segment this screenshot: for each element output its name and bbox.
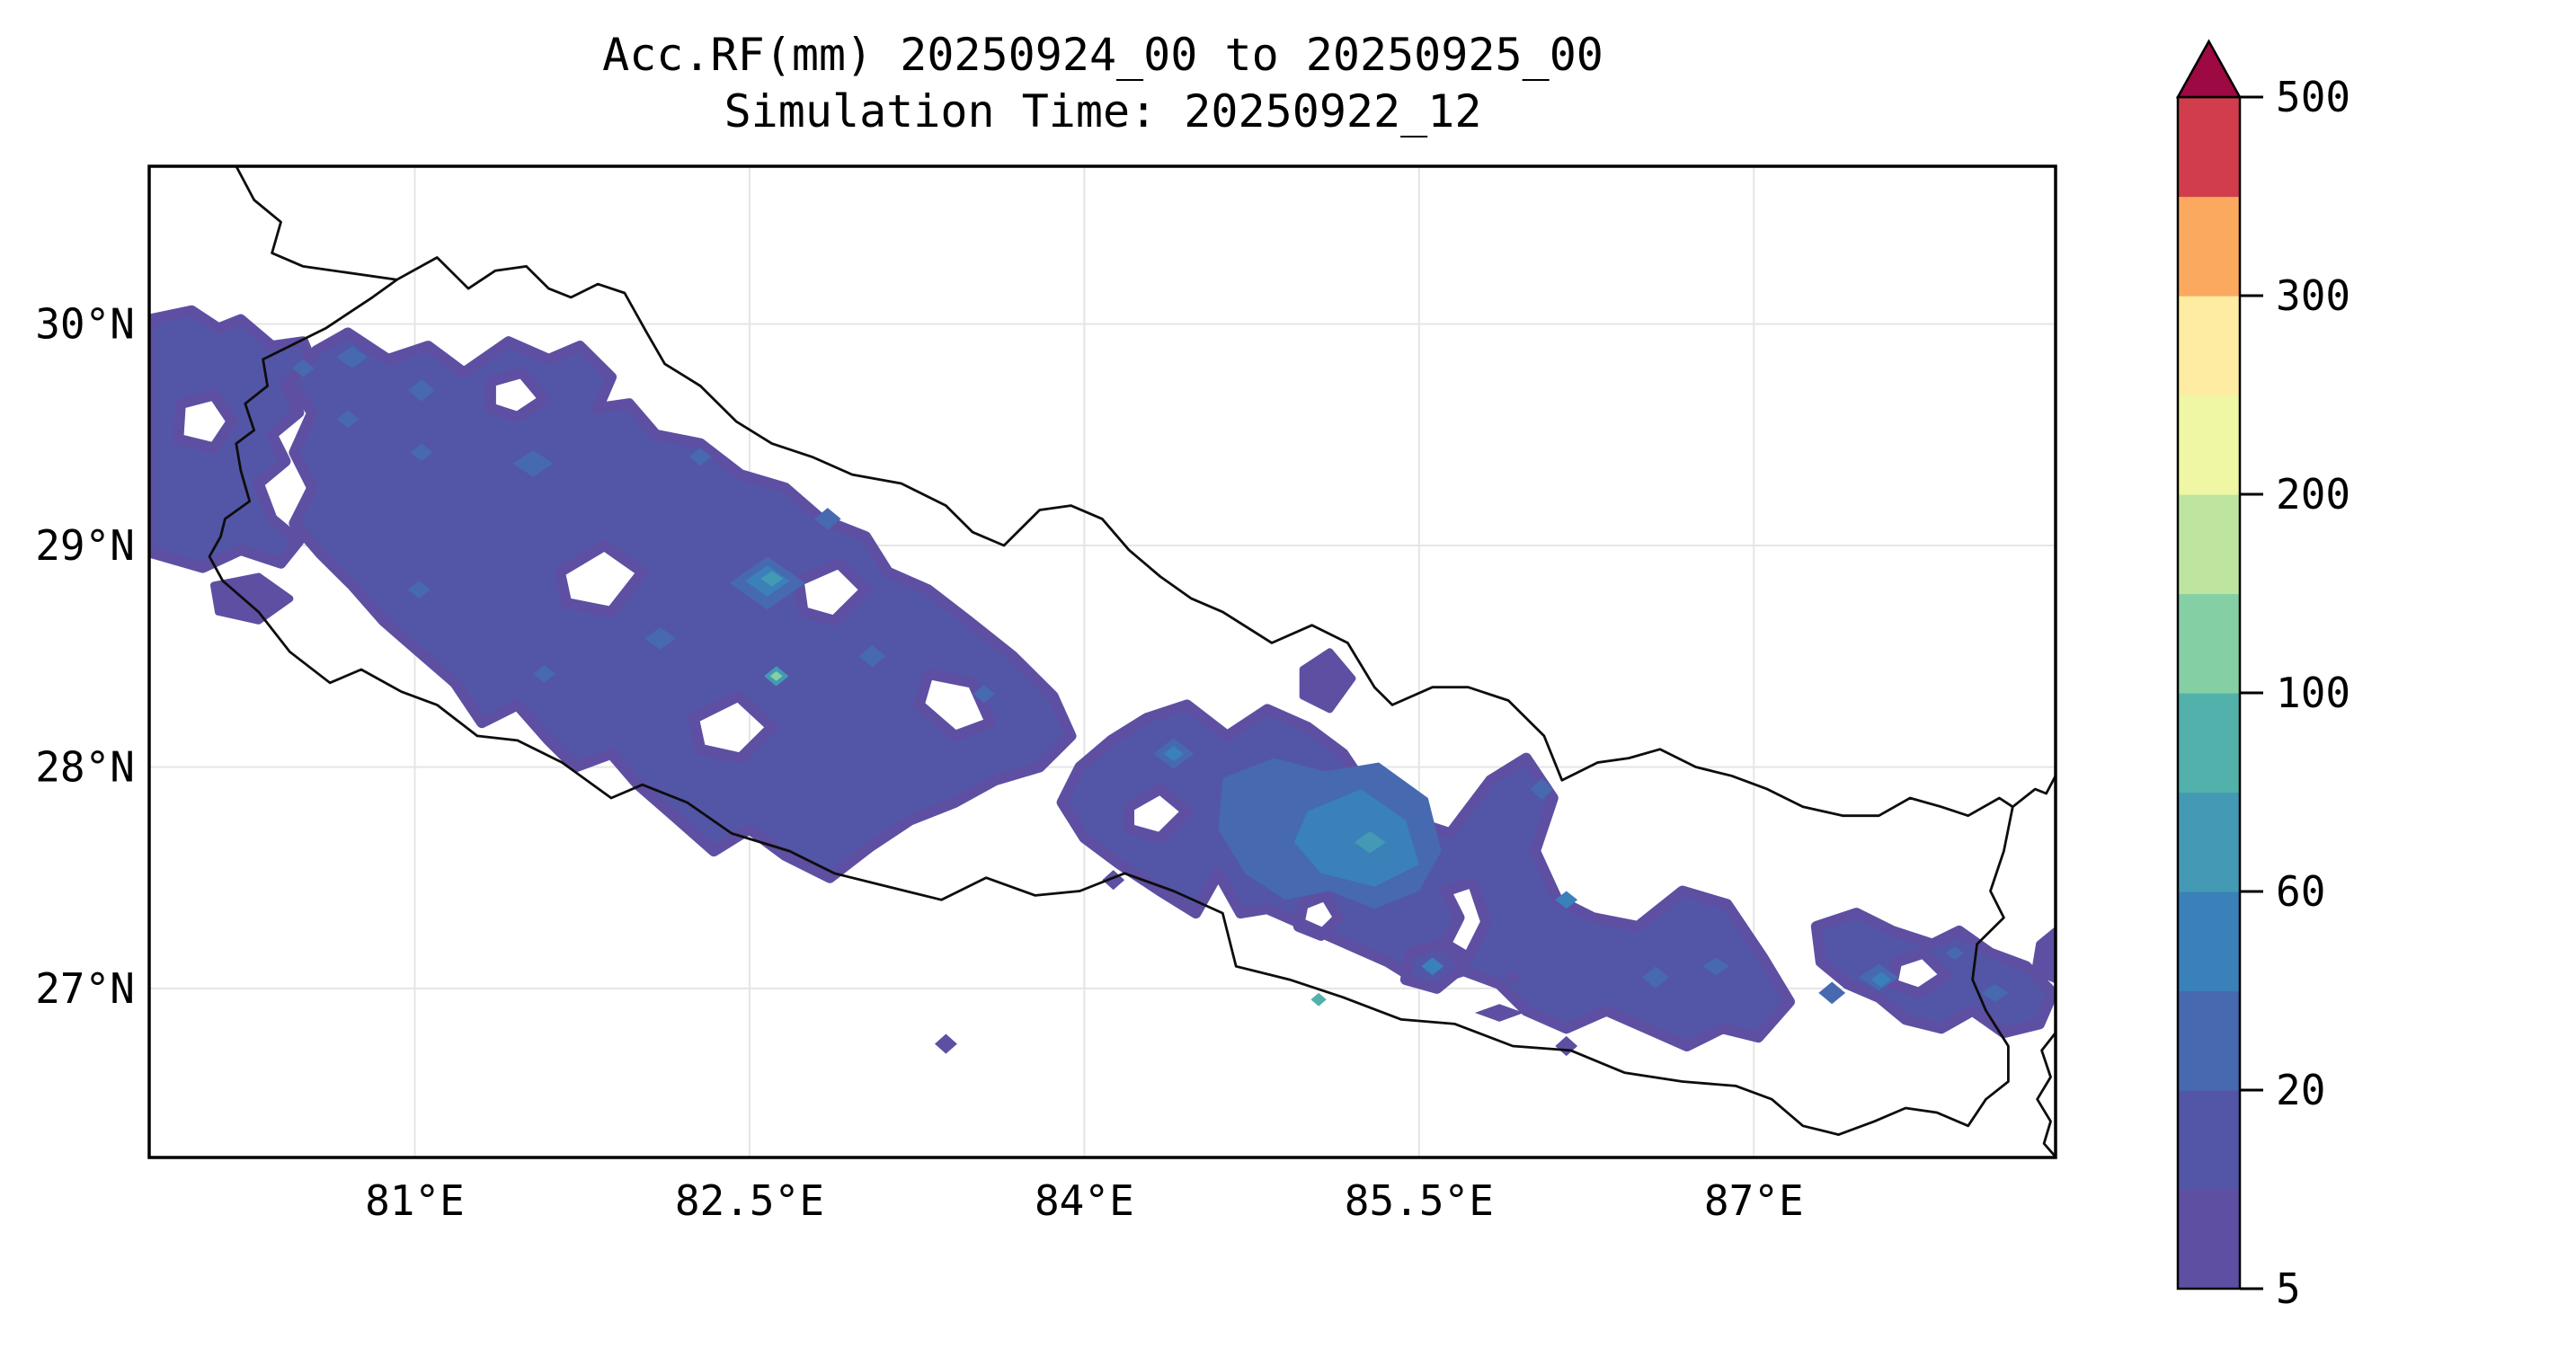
x-tick-label: 85.5°E	[1345, 1176, 1494, 1225]
colorbar-segment	[2178, 97, 2240, 198]
border-edge-se	[2036, 1031, 2056, 1157]
precip-patch-20-40	[688, 448, 712, 466]
colorbar-segment	[2178, 494, 2240, 595]
precip-patch-20-40	[408, 581, 431, 599]
country-borders	[208, 166, 2056, 1157]
precip-speck	[1505, 971, 1521, 984]
colorbar-segment	[2178, 792, 2240, 892]
chart-title: Acc.RF(mm) 20250924_00 to 20250925_00	[602, 29, 1603, 81]
colorbar-segment	[2178, 395, 2240, 495]
y-tick-label: 27°N	[35, 964, 135, 1013]
precip-patch-20-40	[408, 379, 435, 402]
precip-patch-20-40	[813, 508, 841, 530]
x-tick-label: 82.5°E	[675, 1176, 824, 1225]
precip-band-border-knob	[1299, 648, 1356, 714]
precip-patch-40-60	[1421, 957, 1444, 976]
colorbar-segment	[2178, 990, 2240, 1091]
precip-patch-40-60	[1163, 746, 1184, 762]
precip-patch-60-80	[1354, 830, 1386, 854]
x-axis-labels: 81°E 82.5°E 84°E 85.5°E 87°E	[365, 1176, 1804, 1225]
colorbar-segment	[2178, 1090, 2240, 1191]
colorbar-over-arrow	[2175, 39, 2243, 99]
colorbar-tick-label: 60	[2276, 867, 2325, 916]
precip-patch-40-60	[1293, 789, 1419, 887]
precip-patch-20-40	[410, 443, 433, 462]
colorbar-tick-label: 300	[2276, 271, 2350, 320]
precip-patch-40-60	[1870, 971, 1891, 988]
precip-patch-80-100	[1310, 992, 1327, 1007]
colorbar: 5 20 60 100 200 300 500	[2175, 39, 2350, 1313]
colorbar-tick-label: 200	[2276, 470, 2350, 519]
precip-speck	[1102, 870, 1125, 891]
precip-patch-20-40	[1702, 957, 1729, 976]
precip-patch-20-40	[533, 665, 555, 683]
y-tick-label: 28°N	[35, 742, 135, 791]
precip-patch-60-80	[760, 571, 784, 587]
precip-patch-20-40	[1642, 966, 1669, 989]
colorbar-tick-label: 5	[2276, 1264, 2301, 1313]
nepal-outline	[208, 256, 2014, 1136]
precip-speck	[935, 1033, 957, 1054]
precip-patch-20-40	[1531, 777, 1553, 801]
y-axis-labels: 27°N 28°N 29°N 30°N	[35, 299, 135, 1012]
precip-patch-20-40	[336, 346, 369, 368]
colorbar-tick-label: 500	[2276, 73, 2350, 121]
precip-patch-20-40	[336, 410, 360, 429]
colorbar-tick-label: 100	[2276, 669, 2350, 717]
colorbar-tick-label: 20	[2276, 1066, 2325, 1114]
chart-subtitle: Simulation Time: 20250922_12	[724, 85, 1482, 137]
precip-band-west-tongue	[210, 572, 294, 625]
colorbar-segment	[2178, 196, 2240, 297]
precip-patch-20-40	[1945, 946, 1964, 960]
precip-band-east	[1810, 908, 2056, 1039]
precip-band-far-west	[149, 305, 320, 573]
precip-patch-20-40	[291, 359, 315, 377]
colorbar-ticks: 5 20 60 100 200 300 500	[2240, 73, 2350, 1313]
precip-band-west-main	[284, 327, 1077, 883]
map-frame	[147, 164, 2057, 1159]
precip-speck	[1474, 1004, 1524, 1022]
x-tick-label: 81°E	[365, 1176, 465, 1225]
precip-patch-20-40	[512, 450, 554, 477]
precip-patch-20-40	[644, 627, 676, 650]
precip-patch-20-40	[1818, 981, 1846, 1005]
colorbar-segment	[2178, 693, 2240, 794]
precip-band-east-edge-sliver	[2031, 927, 2056, 984]
precip-patch-100-150	[769, 671, 783, 681]
x-tick-label: 84°E	[1035, 1176, 1134, 1225]
border-spur-nw	[235, 166, 398, 281]
x-tick-label: 87°E	[1704, 1176, 1804, 1225]
precipitation-field	[149, 305, 2056, 1057]
precip-patch-40-60	[1555, 891, 1578, 909]
y-tick-label: 30°N	[35, 299, 135, 348]
border-spur-ne	[2011, 774, 2056, 809]
precip-patch-20-40	[973, 685, 996, 703]
colorbar-segment	[2178, 296, 2240, 396]
colorbar-segment	[2178, 891, 2240, 992]
y-tick-label: 29°N	[35, 521, 135, 570]
colorbar-segment	[2178, 593, 2240, 694]
precip-patch-20-40	[1981, 984, 2009, 1002]
precip-patch-20-40	[858, 644, 886, 668]
precip-speck	[1555, 1035, 1578, 1057]
colorbar-segment	[2178, 1189, 2240, 1290]
